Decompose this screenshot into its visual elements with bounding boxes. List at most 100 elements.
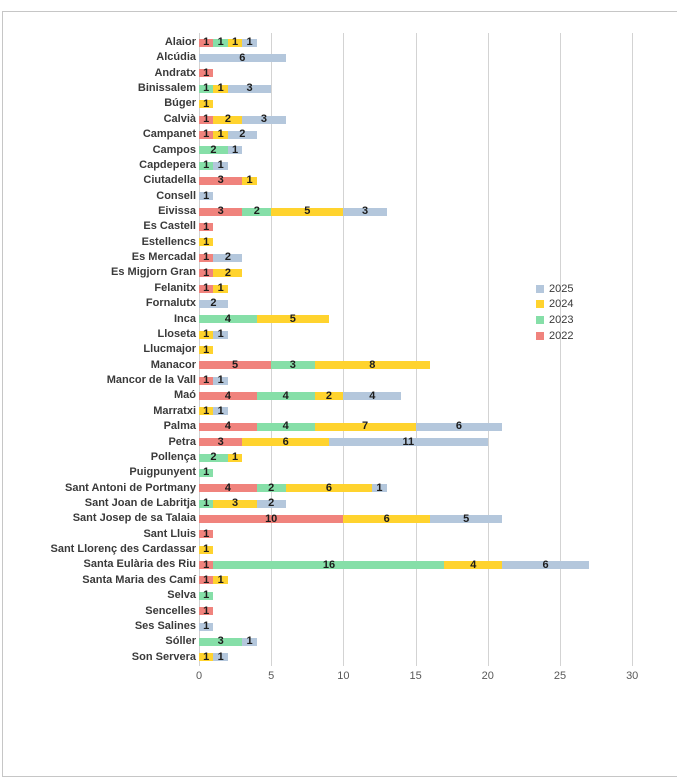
category-label: Petra: [168, 435, 196, 448]
legend-swatch-icon: [536, 284, 544, 293]
bar-segment-2022: [199, 392, 257, 401]
category-label: Ses Salines: [134, 619, 196, 632]
bar-segment-value: 3: [246, 82, 253, 95]
category-label: Alcúdia: [156, 51, 196, 64]
bar-segment-value: 4: [470, 558, 477, 571]
bar-segment-value: 1: [203, 36, 210, 49]
bar-segment-2024: [285, 484, 373, 493]
bar-segment-value: 2: [210, 297, 217, 310]
gridline-x-30: [632, 33, 634, 666]
bar-segment-2025: [430, 515, 503, 524]
category-label: Campos: [152, 143, 196, 156]
bar-segment-2025: [502, 561, 589, 570]
legend-item-2025: 2025: [536, 281, 573, 297]
category-label: Sant Joan de Labritja: [84, 496, 196, 509]
bar-segment-value: 1: [203, 527, 210, 540]
bar-segment-2025: [242, 637, 257, 646]
category-label: Binissalem: [137, 82, 196, 95]
bar-segment-2022: [199, 69, 214, 78]
bar-segment-2023: [199, 315, 257, 324]
bar-segment-value: 6: [542, 558, 549, 571]
bar-segment-2024: [213, 576, 228, 585]
bar-segment-value: 6: [383, 512, 390, 525]
category-label: Selva: [167, 589, 196, 602]
category-label: Lloseta: [157, 327, 196, 340]
bar-segment-value: 1: [203, 97, 210, 110]
gridline-x-10: [343, 33, 345, 666]
bar-segment-value: 2: [268, 497, 275, 510]
bar-segment-value: 1: [203, 404, 210, 417]
bar-segment-value: 1: [203, 220, 210, 233]
bar-segment-value: 1: [217, 328, 224, 341]
bar-segment-value: 4: [224, 481, 231, 494]
bar-segment-value: 1: [203, 558, 210, 571]
bar-segment-value: 5: [463, 512, 470, 525]
gridline-x-5: [271, 33, 273, 666]
bar-segment-value: 4: [224, 312, 231, 325]
bar-segment-2025: [372, 484, 387, 493]
bar-segment-value: 1: [246, 635, 253, 648]
bar-segment-2024: [199, 238, 214, 247]
bar-segment-2023: [256, 422, 315, 431]
legend: 2025 2024 2023 2022: [536, 281, 573, 343]
bar-segment-2025: [242, 115, 286, 124]
bar-segment-2023: [242, 207, 272, 216]
bar-segment-value: 5: [289, 312, 296, 325]
category-label: Son Servera: [131, 650, 196, 663]
bar-segment-value: 1: [232, 451, 239, 464]
x-axis-tick-label: 15: [409, 670, 422, 682]
bar-segment-2023: [213, 561, 445, 570]
bar-segment-2023: [199, 161, 214, 170]
bar-segment-value: 1: [246, 36, 253, 49]
bar-segment-value: 1: [203, 82, 210, 95]
bar-segment-2023: [199, 591, 214, 600]
bar-segment-value: 1: [217, 374, 224, 387]
bar-segment-2024: [314, 422, 416, 431]
bar-segment-value: 8: [369, 358, 376, 371]
bar-segment-2024: [343, 515, 431, 524]
bar-segment-2022: [199, 515, 344, 524]
bar-segment-2025: [213, 407, 228, 416]
bar-segment-2024: [227, 38, 243, 47]
category-label: Pollença: [150, 450, 196, 463]
bar-segment-2022: [199, 223, 214, 232]
bar-segment-2023: [199, 146, 228, 155]
bar-segment-2024: [199, 100, 214, 109]
bar-segment-2024: [242, 438, 329, 447]
bar-segment-2025: [227, 130, 257, 139]
category-label: Puigpunyent: [129, 466, 196, 479]
bar-segment-value: 4: [282, 420, 289, 433]
x-axis-tick-label: 5: [268, 670, 275, 682]
legend-label: 2023: [549, 313, 574, 326]
bar-segment-value: 1: [376, 481, 383, 494]
bar-segment-value: 3: [232, 497, 239, 510]
legend-label: 2025: [549, 282, 574, 295]
bar-segment-value: 2: [210, 143, 217, 156]
bar-segment-value: 1: [203, 282, 210, 295]
category-label: Sant Antoni de Portmany: [65, 481, 196, 494]
bar-segment-value: 7: [361, 420, 369, 433]
bar-segment-value: 16: [322, 558, 336, 571]
bar-segment-2024: [256, 315, 329, 324]
bar-segment-2024: [242, 176, 257, 185]
bar-segment-2025: [328, 438, 488, 447]
bar-segment-value: 1: [203, 589, 210, 602]
legend-swatch-icon: [536, 300, 544, 309]
bar-segment-2024: [199, 330, 214, 339]
category-label: Eivissa: [158, 205, 196, 218]
bar-segment-value: 1: [217, 404, 224, 417]
bar-segment-2022: [199, 607, 214, 616]
bar-segment-value: 2: [325, 389, 333, 402]
bar-segment-2025: [213, 653, 228, 662]
bar-segment-value: 1: [217, 282, 224, 295]
category-label: Santa Maria des Camí: [82, 573, 196, 586]
bar-segment-2025: [227, 84, 272, 93]
bar-segment-value: 1: [203, 650, 210, 663]
bar-segment-value: 4: [224, 420, 231, 433]
bar-segment-2022: [199, 115, 214, 124]
bar-segment-value: 3: [217, 635, 224, 648]
bar-segment-2022: [199, 376, 214, 385]
bar-segment-2022: [199, 38, 214, 47]
category-label: Sant Josep de sa Talaia: [72, 512, 196, 525]
